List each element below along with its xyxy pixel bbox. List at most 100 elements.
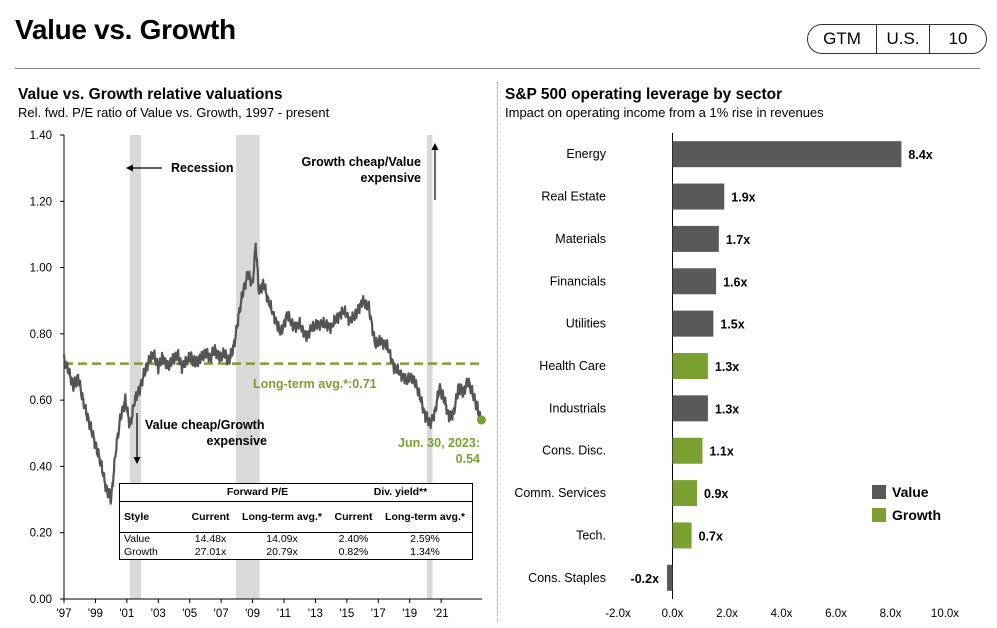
tag-gtm: GTM [823,29,861,48]
y-tick-label: 0.00 [30,594,52,606]
x-tick-label: '07 [214,608,229,620]
data-label: 1.3x [715,360,739,374]
current-value-label-2: 0.54 [456,452,480,466]
table-cell: Value [124,533,151,545]
bar [672,480,698,507]
data-label: 1.9x [731,191,755,205]
table-cell: 14.09x [266,533,298,545]
recession-band [130,135,141,599]
table-cell: 20.79x [266,546,298,558]
bar [672,437,703,464]
category-label: Real Estate [541,190,606,204]
bar [672,310,714,337]
legend-label-value: Value [892,484,929,500]
table-row: Value 14.48x 14.09x 2.40% 2.59% [120,533,472,547]
x-tick-label: '01 [119,608,134,620]
header-rule [15,68,980,69]
value-cheap-label-2: expensive [207,434,268,448]
y-tick-label: 0.40 [30,461,52,473]
x-tick-label: '05 [182,608,197,620]
category-label: Cons. Disc. [542,444,606,458]
long-term-avg-label: Long-term avg.*:0.71 [253,377,377,391]
table-header: Style [120,501,186,533]
x-tick-label: '11 [277,608,291,620]
data-label: 1.7x [726,233,750,247]
data-label: -0.2x [631,572,660,586]
current-value-marker [476,415,486,425]
growth-cheap-label-2: expensive [361,171,422,185]
table-cell: 2.40% [338,533,369,545]
data-label: 1.6x [723,275,747,289]
legend-value: Value [872,484,929,500]
data-label: 8.4x [908,148,932,162]
y-tick-label: 1.20 [30,196,52,208]
recession-band [427,135,433,599]
x-tick-label: 2.0x [716,608,738,620]
growth-cheap-label-1: Growth cheap/Value [302,155,422,169]
x-tick-label: '09 [245,608,260,620]
x-tick-label: 0.0x [662,608,684,620]
valuation-table: Forward P/E Div. yield** Style Current L… [119,483,473,560]
x-tick-label: '17 [371,608,386,620]
current-value-label-1: Jun. 30, 2023: [398,436,480,450]
recession-label: Recession [171,161,234,175]
x-tick-label: '21 [434,608,449,620]
table-header: Long-term avg.* [235,501,329,533]
x-tick-label: '13 [308,608,323,620]
y-tick-label: 0.80 [30,329,52,341]
y-tick-label: 0.60 [30,395,52,407]
category-label: Comm. Services [514,486,606,500]
bar [672,183,725,210]
legend-swatch-growth [872,508,886,522]
table-header: Current [186,501,236,533]
x-tick-label: '03 [151,608,166,620]
legend-swatch-value [872,485,886,499]
table-group-pe: Forward P/E [186,484,329,502]
operating-leverage-bar-chart: Energy 8.4x Real Estate 1.9x Materials 1.7x Fi… [514,133,959,620]
x-tick-label: '19 [402,608,417,620]
x-tick-label: 6.0x [825,608,847,620]
data-label: 0.9x [704,487,728,501]
left-chart-title: Value vs. Growth relative valuations [18,86,283,103]
data-label: 1.3x [715,402,739,416]
growth-cheap-arrowhead [431,143,439,150]
table-header: Long-term avg.* [378,501,472,533]
table-cell: 1.34% [410,546,440,558]
y-tick-label: 1.00 [30,263,52,275]
x-tick-label: -2.0x [605,608,631,620]
category-label: Materials [555,232,606,246]
table-cell: 27.01x [194,546,227,558]
y-tick-label: 1.40 [30,130,52,142]
table-cell: 0.82% [338,546,369,558]
panel-divider [497,82,498,622]
bar [672,268,717,295]
category-label: Cons. Staples [528,571,606,585]
x-tick-label: 10.0x [931,608,959,620]
category-label: Utilities [566,317,606,331]
table-cell: Growth [124,546,158,558]
table-cell: 14.48x [194,533,227,545]
data-label: 1.1x [709,445,733,459]
x-tick-label: '15 [339,608,354,620]
category-label: Financials [550,274,606,288]
relative-pe-line [62,242,482,505]
category-label: Tech. [576,528,606,542]
x-tick-label: '99 [88,608,103,620]
page-title: Value vs. Growth [15,14,236,45]
table-blank [120,484,186,502]
bar [672,225,719,252]
category-label: Health Care [539,359,606,373]
bar [672,141,902,168]
table-group-yield: Div. yield** [328,484,472,502]
bar [667,564,673,591]
left-chart-subtitle: Rel. fwd. P/E ratio of Value vs. Growth,… [18,105,330,120]
recession-arrowhead [126,164,133,172]
tag-group: GTM U.S. 10 [807,24,987,54]
right-chart-title: S&P 500 operating leverage by sector [505,86,783,103]
data-label: 0.7x [699,529,723,543]
bar [672,353,708,379]
right-chart-subtitle: Impact on operating income from a 1% ris… [505,105,824,120]
tag-page-number: 10 [929,25,986,53]
table-row: Growth 27.01x 20.79x 0.82% 1.34% [120,546,472,559]
